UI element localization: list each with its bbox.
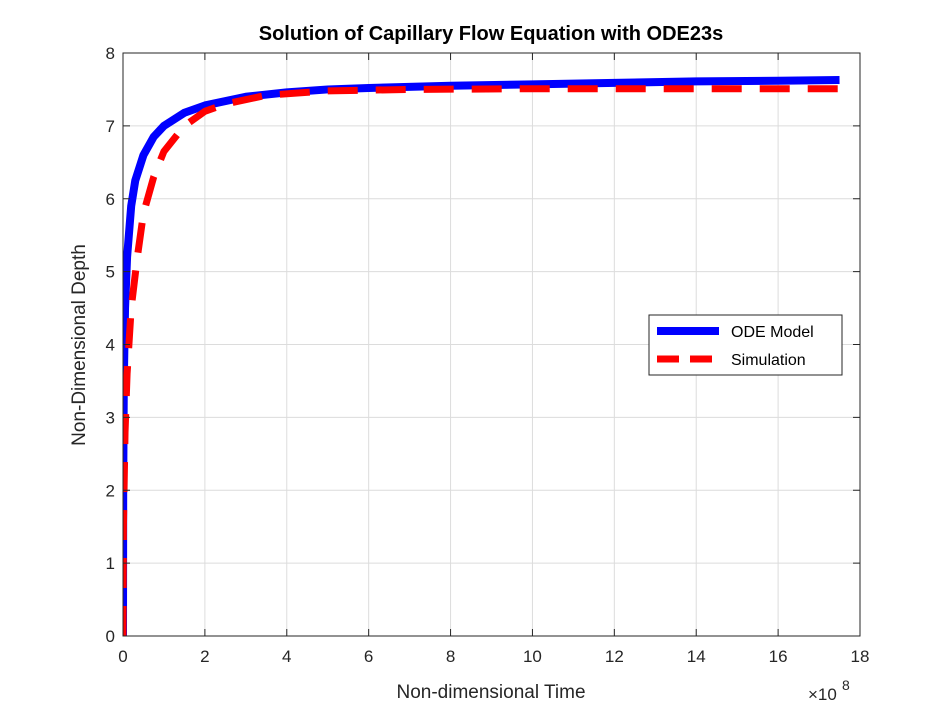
y-tick-label: 1: [106, 554, 115, 573]
legend-label: ODE Model: [731, 324, 814, 341]
grid: [123, 53, 860, 636]
y-tick-label: 0: [106, 627, 115, 646]
x-axis-label: Non-dimensional Time: [396, 682, 585, 703]
legend-box: [648, 314, 843, 376]
series-line-simulation: [123, 85, 840, 636]
x-tick-label: 14: [687, 647, 706, 666]
legend-label: Simulation: [731, 352, 806, 369]
x-tick-label: 16: [769, 647, 788, 666]
x-tick-label: 12: [605, 647, 624, 666]
y-tick-label: 2: [106, 481, 115, 500]
series-line-ode-model: [123, 75, 840, 636]
x-axis-multiplier: ×10 8: [808, 677, 850, 704]
x-tick-label: 6: [364, 647, 373, 666]
y-tick-label: 3: [106, 408, 115, 427]
y-tick-label: 8: [106, 44, 115, 63]
x-tick-label: 4: [282, 647, 291, 666]
x-tick-label: 0: [118, 647, 127, 666]
x-multiplier-exponent: 8: [842, 677, 850, 693]
y-axis-label: Non-Dimensional Depth: [69, 244, 90, 446]
x-tick-label: 10: [523, 647, 542, 666]
y-tick-label: 4: [106, 336, 115, 355]
series-layer: [123, 75, 840, 636]
y-tick-label: 5: [106, 263, 115, 282]
x-tick-label: 2: [200, 647, 209, 666]
x-tick-label: 8: [446, 647, 455, 666]
y-tick-label: 6: [106, 190, 115, 209]
y-tick-label: 7: [106, 117, 115, 136]
x-tick-label: 18: [851, 647, 870, 666]
chart-title: Solution of Capillary Flow Equation with…: [259, 23, 723, 45]
legend: ODE Model Simulation: [648, 314, 843, 376]
x-multiplier-base: ×10: [808, 685, 837, 704]
